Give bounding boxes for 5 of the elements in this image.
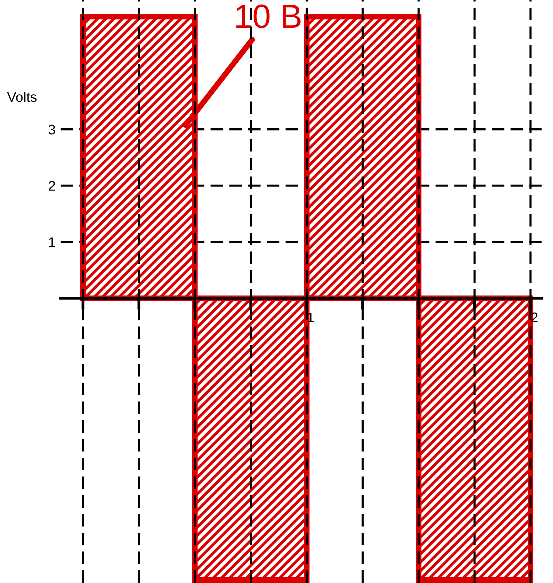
- annotation: 10 B: [236, 4, 301, 28]
- y-tick-label: 3: [48, 124, 56, 135]
- y-axis-title: Volts: [7, 92, 37, 102]
- y-tick-label: 2: [48, 181, 56, 191]
- y-tick-label: 1: [49, 238, 56, 248]
